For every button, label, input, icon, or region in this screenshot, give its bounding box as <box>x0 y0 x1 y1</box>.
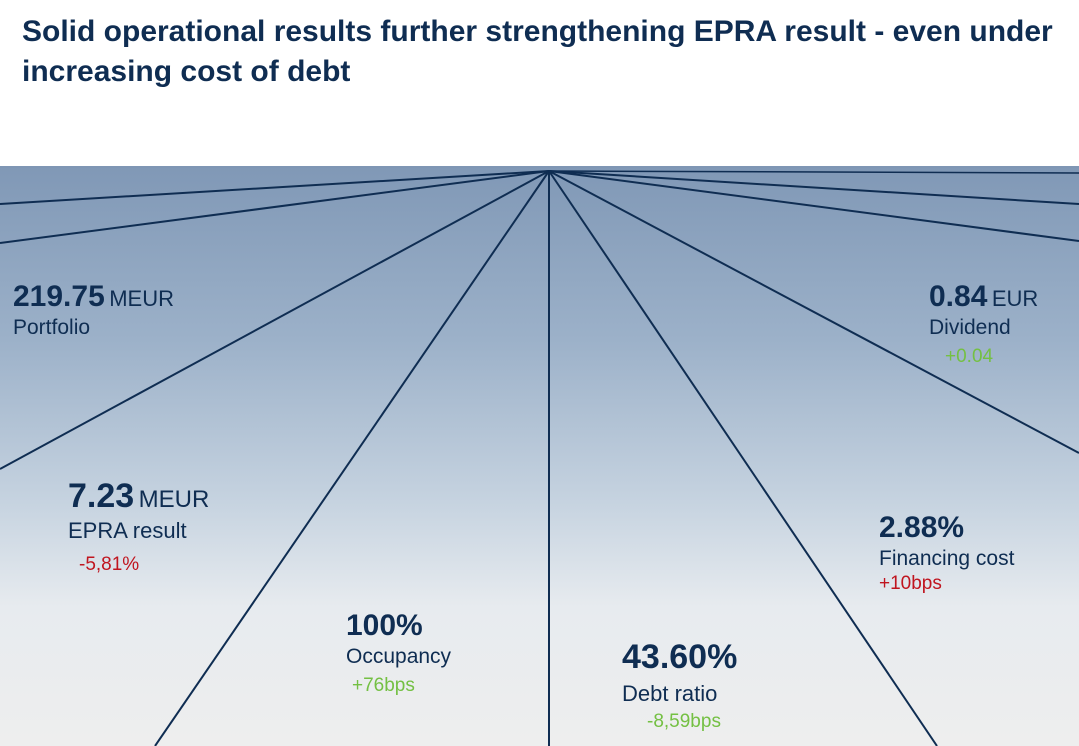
kpi-unit: MEUR <box>109 286 174 311</box>
kpi-debt-ratio: 43.60% Debt ratio -8,59bps <box>622 638 737 733</box>
kpi-label: Portfolio <box>13 316 91 339</box>
kpi-label: Debt ratio <box>622 681 718 706</box>
kpi-occupancy: 100% Occupancy +76bps <box>346 609 451 697</box>
kpi-unit: EUR <box>991 286 1039 311</box>
kpi-label: Dividend <box>929 316 1011 339</box>
kpi-label: EPRA result <box>68 518 187 543</box>
kpi-change: +0.04 <box>945 346 994 367</box>
kpi-value: 2.88% <box>879 511 965 544</box>
kpi-change: -5,81% <box>79 554 140 575</box>
ray-left-4 <box>154 170 550 746</box>
kpi-value: 100% <box>346 609 423 642</box>
kpi-label: Occupancy <box>346 645 452 668</box>
kpi-change: -8,59bps <box>647 711 721 732</box>
kpi-value: 7.23 <box>68 477 135 515</box>
ray-right-1 <box>548 170 1079 205</box>
kpi-label: Financing cost <box>879 547 1015 570</box>
kpi-dividend: 0.84 EUR Dividend +0.04 <box>929 280 1038 368</box>
kpi-value: 219.75 <box>13 280 105 313</box>
kpi-change: +10bps <box>879 573 942 594</box>
ray-right-4 <box>548 170 938 746</box>
ray-left-3 <box>0 170 550 470</box>
kpi-unit: MEUR <box>138 486 210 513</box>
kpi-fan-panel <box>0 166 1079 746</box>
ray-left-1 <box>0 170 550 205</box>
kpi-value: 43.60% <box>622 638 738 676</box>
kpi-portfolio: 219.75 MEUR Portfolio <box>13 280 174 340</box>
ray-right-3 <box>548 170 1079 454</box>
ray-right-2 <box>548 170 1079 242</box>
fan-rays <box>0 166 1079 746</box>
slide-title: Solid operational results further streng… <box>22 15 1053 88</box>
ray-right-0 <box>548 170 1079 174</box>
kpi-financing-cost: 2.88% Financing cost +10bps <box>879 511 1014 595</box>
kpi-change: +76bps <box>352 675 415 696</box>
kpi-epra-result: 7.23 MEUR EPRA result -5,81% <box>68 477 209 576</box>
ray-left-2 <box>0 170 550 244</box>
kpi-value: 0.84 <box>929 280 988 313</box>
